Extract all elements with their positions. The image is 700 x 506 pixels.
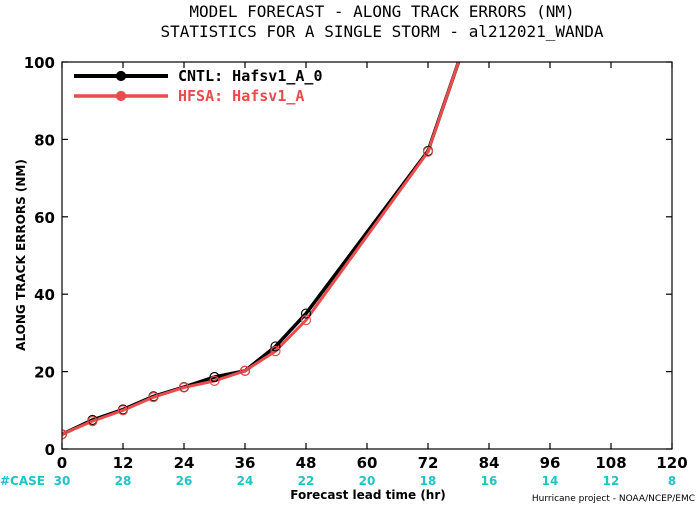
legend: CNTL: Hafsv1_A_0 HFSA: Hafsv1_A <box>74 67 323 105</box>
series-line-hfsa <box>62 62 460 436</box>
case-count: 18 <box>420 474 437 488</box>
data-point-hfsa <box>87 416 98 427</box>
case-label: #CASE <box>0 474 45 488</box>
x-tick-label: 48 <box>296 454 317 472</box>
series-line-cntl <box>62 62 461 436</box>
x-tick-label: 96 <box>540 454 561 472</box>
x-tick-label: 84 <box>479 454 500 472</box>
data-point-hfsa <box>178 382 190 393</box>
x-tick-label: 0 <box>57 454 67 472</box>
legend-marker <box>115 70 127 82</box>
credit-text: Hurricane project - NOAA/NCEP/EMC <box>532 494 695 504</box>
case-count: 28 <box>115 474 132 488</box>
data-point-hfsa <box>209 375 220 386</box>
case-count: 8 <box>668 474 676 488</box>
x-axis-label: Forecast lead time (hr) <box>290 488 446 502</box>
case-count: 12 <box>603 474 620 488</box>
y-tick-label: 60 <box>34 209 55 227</box>
case-count: 30 <box>54 474 71 488</box>
x-tick-label: 120 <box>656 454 687 472</box>
y-tick-label: 100 <box>24 54 55 72</box>
data-point-hfsa <box>270 345 281 357</box>
data-point-hfsa <box>117 405 129 416</box>
data-point-hfsa <box>300 315 312 326</box>
data-point-cntl <box>300 308 312 319</box>
case-count: 26 <box>176 474 193 488</box>
x-tick-label: 108 <box>595 454 626 472</box>
case-count: 20 <box>359 474 376 488</box>
data-point-hfsa <box>148 392 159 403</box>
legend-entry: CNTL: Hafsv1_A_0 <box>178 67 323 85</box>
legend-entry: HFSA: Hafsv1_A <box>178 87 304 105</box>
x-tick-label: 36 <box>235 454 256 472</box>
case-count: 22 <box>298 474 315 488</box>
x-tick-label: 72 <box>418 454 439 472</box>
data-point-cntl <box>270 341 281 352</box>
legend-marker <box>115 90 127 102</box>
y-tick-label: 80 <box>34 131 55 149</box>
case-count: 14 <box>542 474 559 488</box>
data-point-hfsa <box>62 429 68 440</box>
series-layer <box>62 62 461 440</box>
x-tick-label: 12 <box>113 454 134 472</box>
case-counts: 30 28 26 24 22 20 18 16 14 12 8 <box>54 474 677 488</box>
plot-frame <box>61 61 673 450</box>
case-count: 24 <box>237 474 254 488</box>
x-tick-label: 60 <box>357 454 378 472</box>
y-tick-label: 40 <box>34 286 55 304</box>
chart-title-line-1: MODEL FORECAST - ALONG TRACK ERRORS (NM) <box>189 2 574 21</box>
y-tick-label: 0 <box>45 441 55 459</box>
x-tick-label: 24 <box>174 454 195 472</box>
y-axis: 0 20 40 60 80 100 <box>24 54 672 459</box>
data-point-hfsa <box>239 365 251 376</box>
case-count: 16 <box>481 474 498 488</box>
data-point-hfsa <box>422 146 434 157</box>
y-axis-label: ALONG TRACK ERRORS (NM) <box>14 159 28 351</box>
y-tick-label: 20 <box>34 364 55 382</box>
chart-title-line-2: STATISTICS FOR A SINGLE STORM - al212021… <box>160 22 603 41</box>
x-axis: 0 12 24 36 48 60 72 84 96 108 120 <box>57 62 688 472</box>
data-point-cntl <box>209 371 220 383</box>
